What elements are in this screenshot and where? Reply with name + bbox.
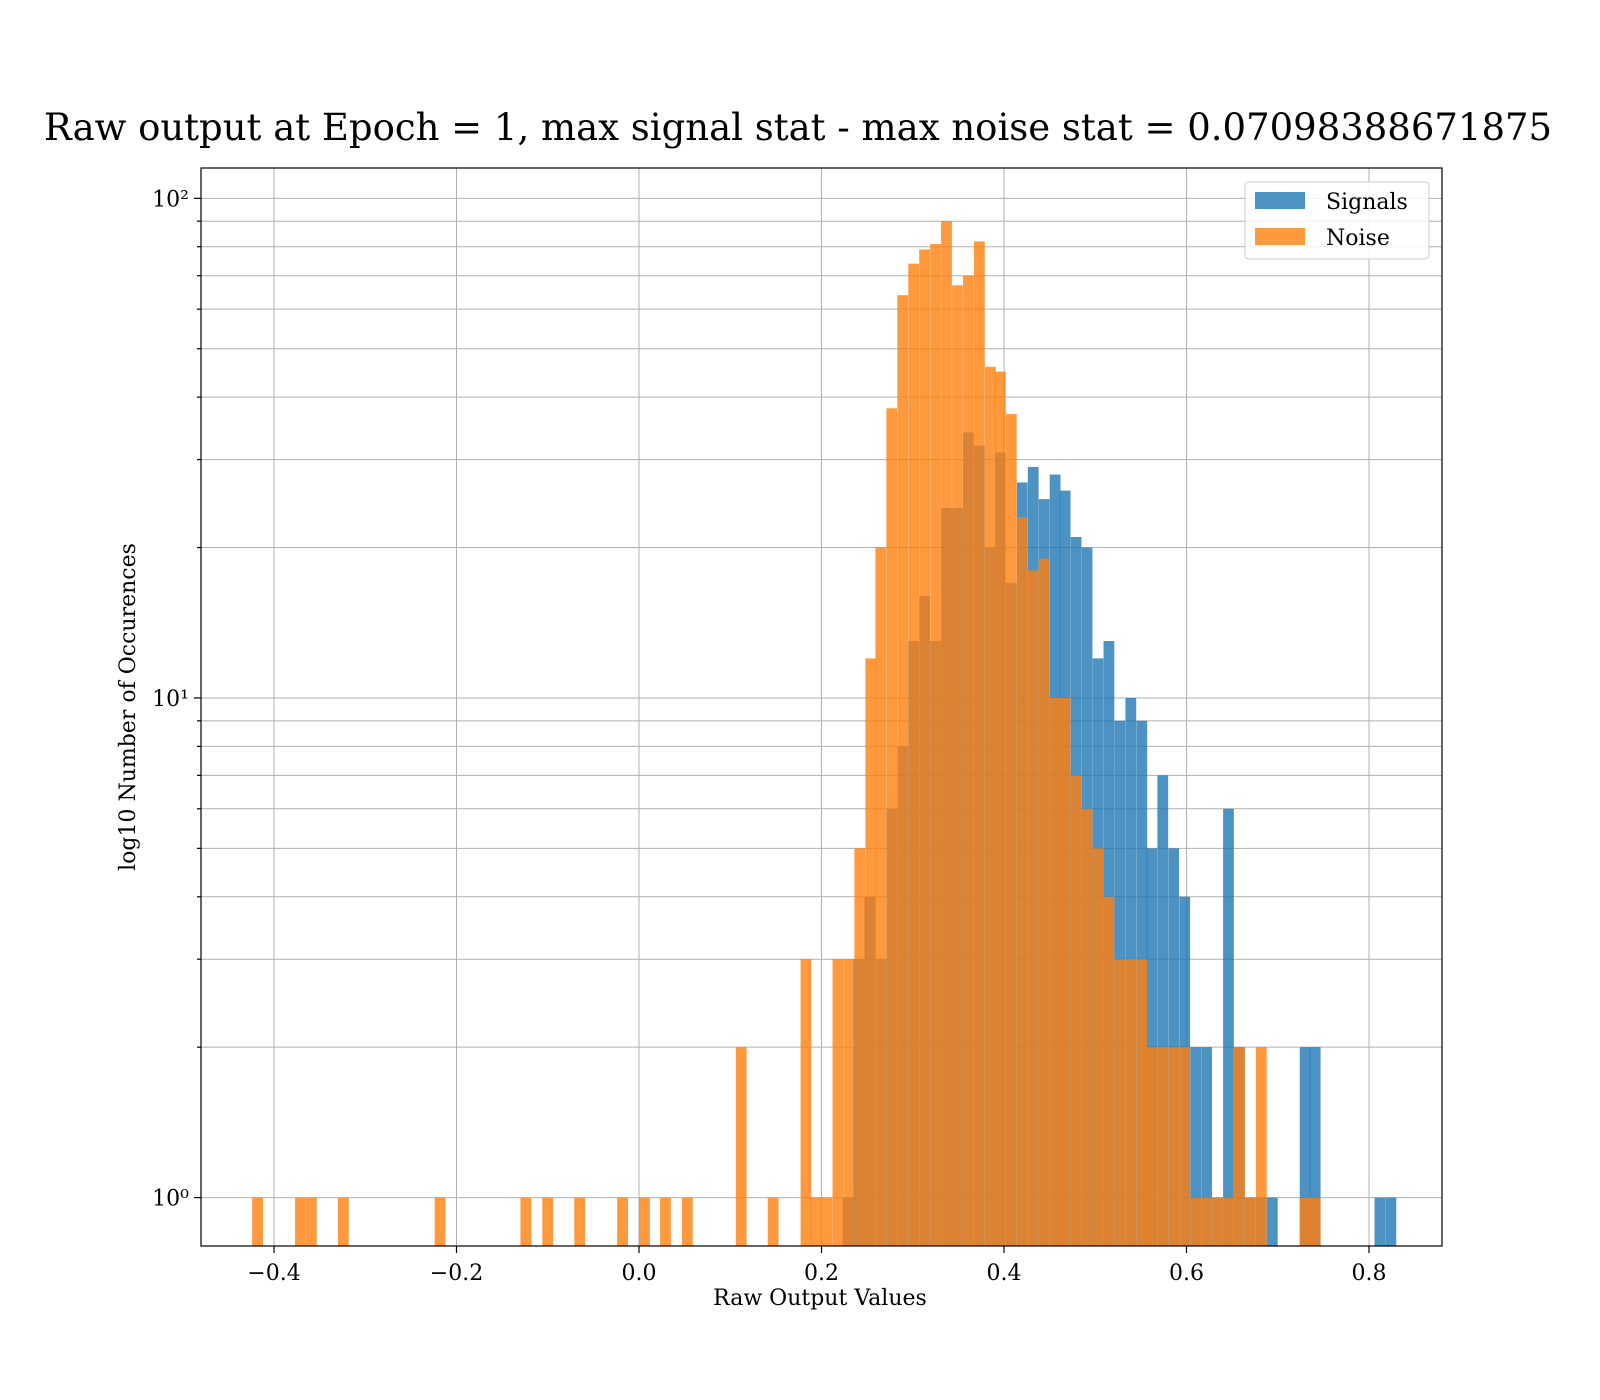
bar-noise <box>919 249 930 1246</box>
bar-noise <box>1136 959 1148 1246</box>
bar-noise <box>875 547 887 1246</box>
x-tick-label: 0.0 <box>622 1261 657 1286</box>
bar-noise <box>1146 1047 1158 1246</box>
x-tick-label: −0.2 <box>430 1261 483 1286</box>
bar-noise <box>800 959 812 1246</box>
x-axis-label: Raw Output Values <box>713 1286 927 1311</box>
bar-noise <box>854 848 866 1246</box>
bar-noise <box>1299 1197 1311 1246</box>
bar-noise <box>1309 1197 1321 1246</box>
bar-signals <box>1223 808 1234 1246</box>
y-tick-label: 10² <box>152 187 189 212</box>
bar-noise <box>1234 1047 1245 1246</box>
bar-signals <box>1374 1197 1386 1246</box>
bar-noise <box>994 371 1006 1246</box>
bar-noise <box>1070 775 1082 1246</box>
bar-noise <box>1244 1197 1256 1246</box>
bar-noise <box>735 1047 747 1246</box>
bar-noise <box>963 275 974 1246</box>
chart-title: Raw output at Epoch = 1, max signal stat… <box>44 106 1552 149</box>
bar-noise <box>1168 1047 1180 1246</box>
bar-noise <box>908 263 920 1246</box>
y-tick-label: 10¹ <box>152 687 189 712</box>
x-tick-label: 0.8 <box>1352 1261 1387 1286</box>
legend-label-noise: Noise <box>1326 226 1390 251</box>
bar-noise <box>886 408 898 1246</box>
axis-ticks: −0.4 −0.2 0.0 0.2 0.4 0.6 0.8 10⁰ 10¹ 10² <box>152 187 1386 1286</box>
bar-noise <box>295 1197 306 1246</box>
bar-noise <box>1103 896 1115 1246</box>
bars <box>252 221 1397 1247</box>
bar-noise <box>843 959 855 1246</box>
bar-signals <box>1201 1047 1212 1246</box>
bar-noise <box>617 1197 628 1246</box>
bar-noise <box>930 244 941 1247</box>
legend-swatch-noise <box>1255 228 1305 245</box>
series-noise <box>252 221 1321 1247</box>
bar-signals <box>1266 1197 1278 1246</box>
bar-noise <box>1038 558 1050 1246</box>
bar-signals <box>1309 1047 1321 1246</box>
bar-noise <box>681 1197 693 1246</box>
x-tick-label: 0.2 <box>804 1261 839 1286</box>
bar-noise <box>810 1197 822 1246</box>
y-tick-label: 10⁰ <box>152 1187 189 1212</box>
bar-noise <box>1059 697 1071 1246</box>
bar-noise <box>1190 1197 1202 1246</box>
x-tick-label: 0.6 <box>1169 1261 1204 1286</box>
bar-signals <box>1190 1047 1202 1246</box>
bar-noise <box>574 1197 586 1246</box>
bar-noise <box>1016 517 1028 1246</box>
bar-noise <box>767 1197 779 1246</box>
bar-noise <box>1157 1047 1169 1246</box>
bar-noise <box>434 1197 446 1246</box>
bar-noise <box>542 1197 554 1246</box>
bar-noise <box>1212 1197 1223 1246</box>
bar-noise <box>1092 848 1104 1246</box>
bar-noise <box>952 285 963 1246</box>
bar-noise <box>1255 1047 1267 1246</box>
bar-signals <box>1157 775 1169 1246</box>
bar-noise <box>1005 414 1017 1246</box>
grid <box>201 168 1442 1246</box>
bar-noise <box>865 658 877 1246</box>
bar-noise <box>897 295 909 1247</box>
bar-noise <box>337 1197 349 1246</box>
legend: Signals Noise <box>1244 181 1430 260</box>
bar-noise <box>832 959 844 1246</box>
legend-label-signals: Signals <box>1326 190 1408 215</box>
bar-noise <box>1201 1197 1212 1246</box>
bar-noise <box>1114 959 1126 1246</box>
bar-noise <box>1049 697 1061 1246</box>
bar-noise <box>1125 959 1137 1246</box>
bar-noise <box>660 1197 671 1246</box>
bar-signals <box>1299 1047 1311 1246</box>
bar-noise <box>1179 1047 1191 1246</box>
x-tick-label: −0.4 <box>247 1261 300 1286</box>
bar-noise <box>306 1197 317 1246</box>
bar-noise <box>520 1197 532 1246</box>
bar-noise <box>821 1197 833 1246</box>
bar-noise <box>984 366 996 1246</box>
x-tick-label: 0.4 <box>987 1261 1022 1286</box>
legend-swatch-signals <box>1255 192 1305 209</box>
bar-noise <box>941 221 952 1247</box>
bar-noise <box>1081 808 1093 1246</box>
bar-noise <box>252 1197 263 1246</box>
y-axis-label: log10 Number of Occurences <box>116 543 141 871</box>
bar-noise <box>973 241 985 1246</box>
bar-noise <box>1027 570 1039 1246</box>
bar-signals <box>1385 1197 1397 1246</box>
bar-noise <box>1223 1197 1234 1246</box>
bar-noise <box>639 1197 650 1246</box>
